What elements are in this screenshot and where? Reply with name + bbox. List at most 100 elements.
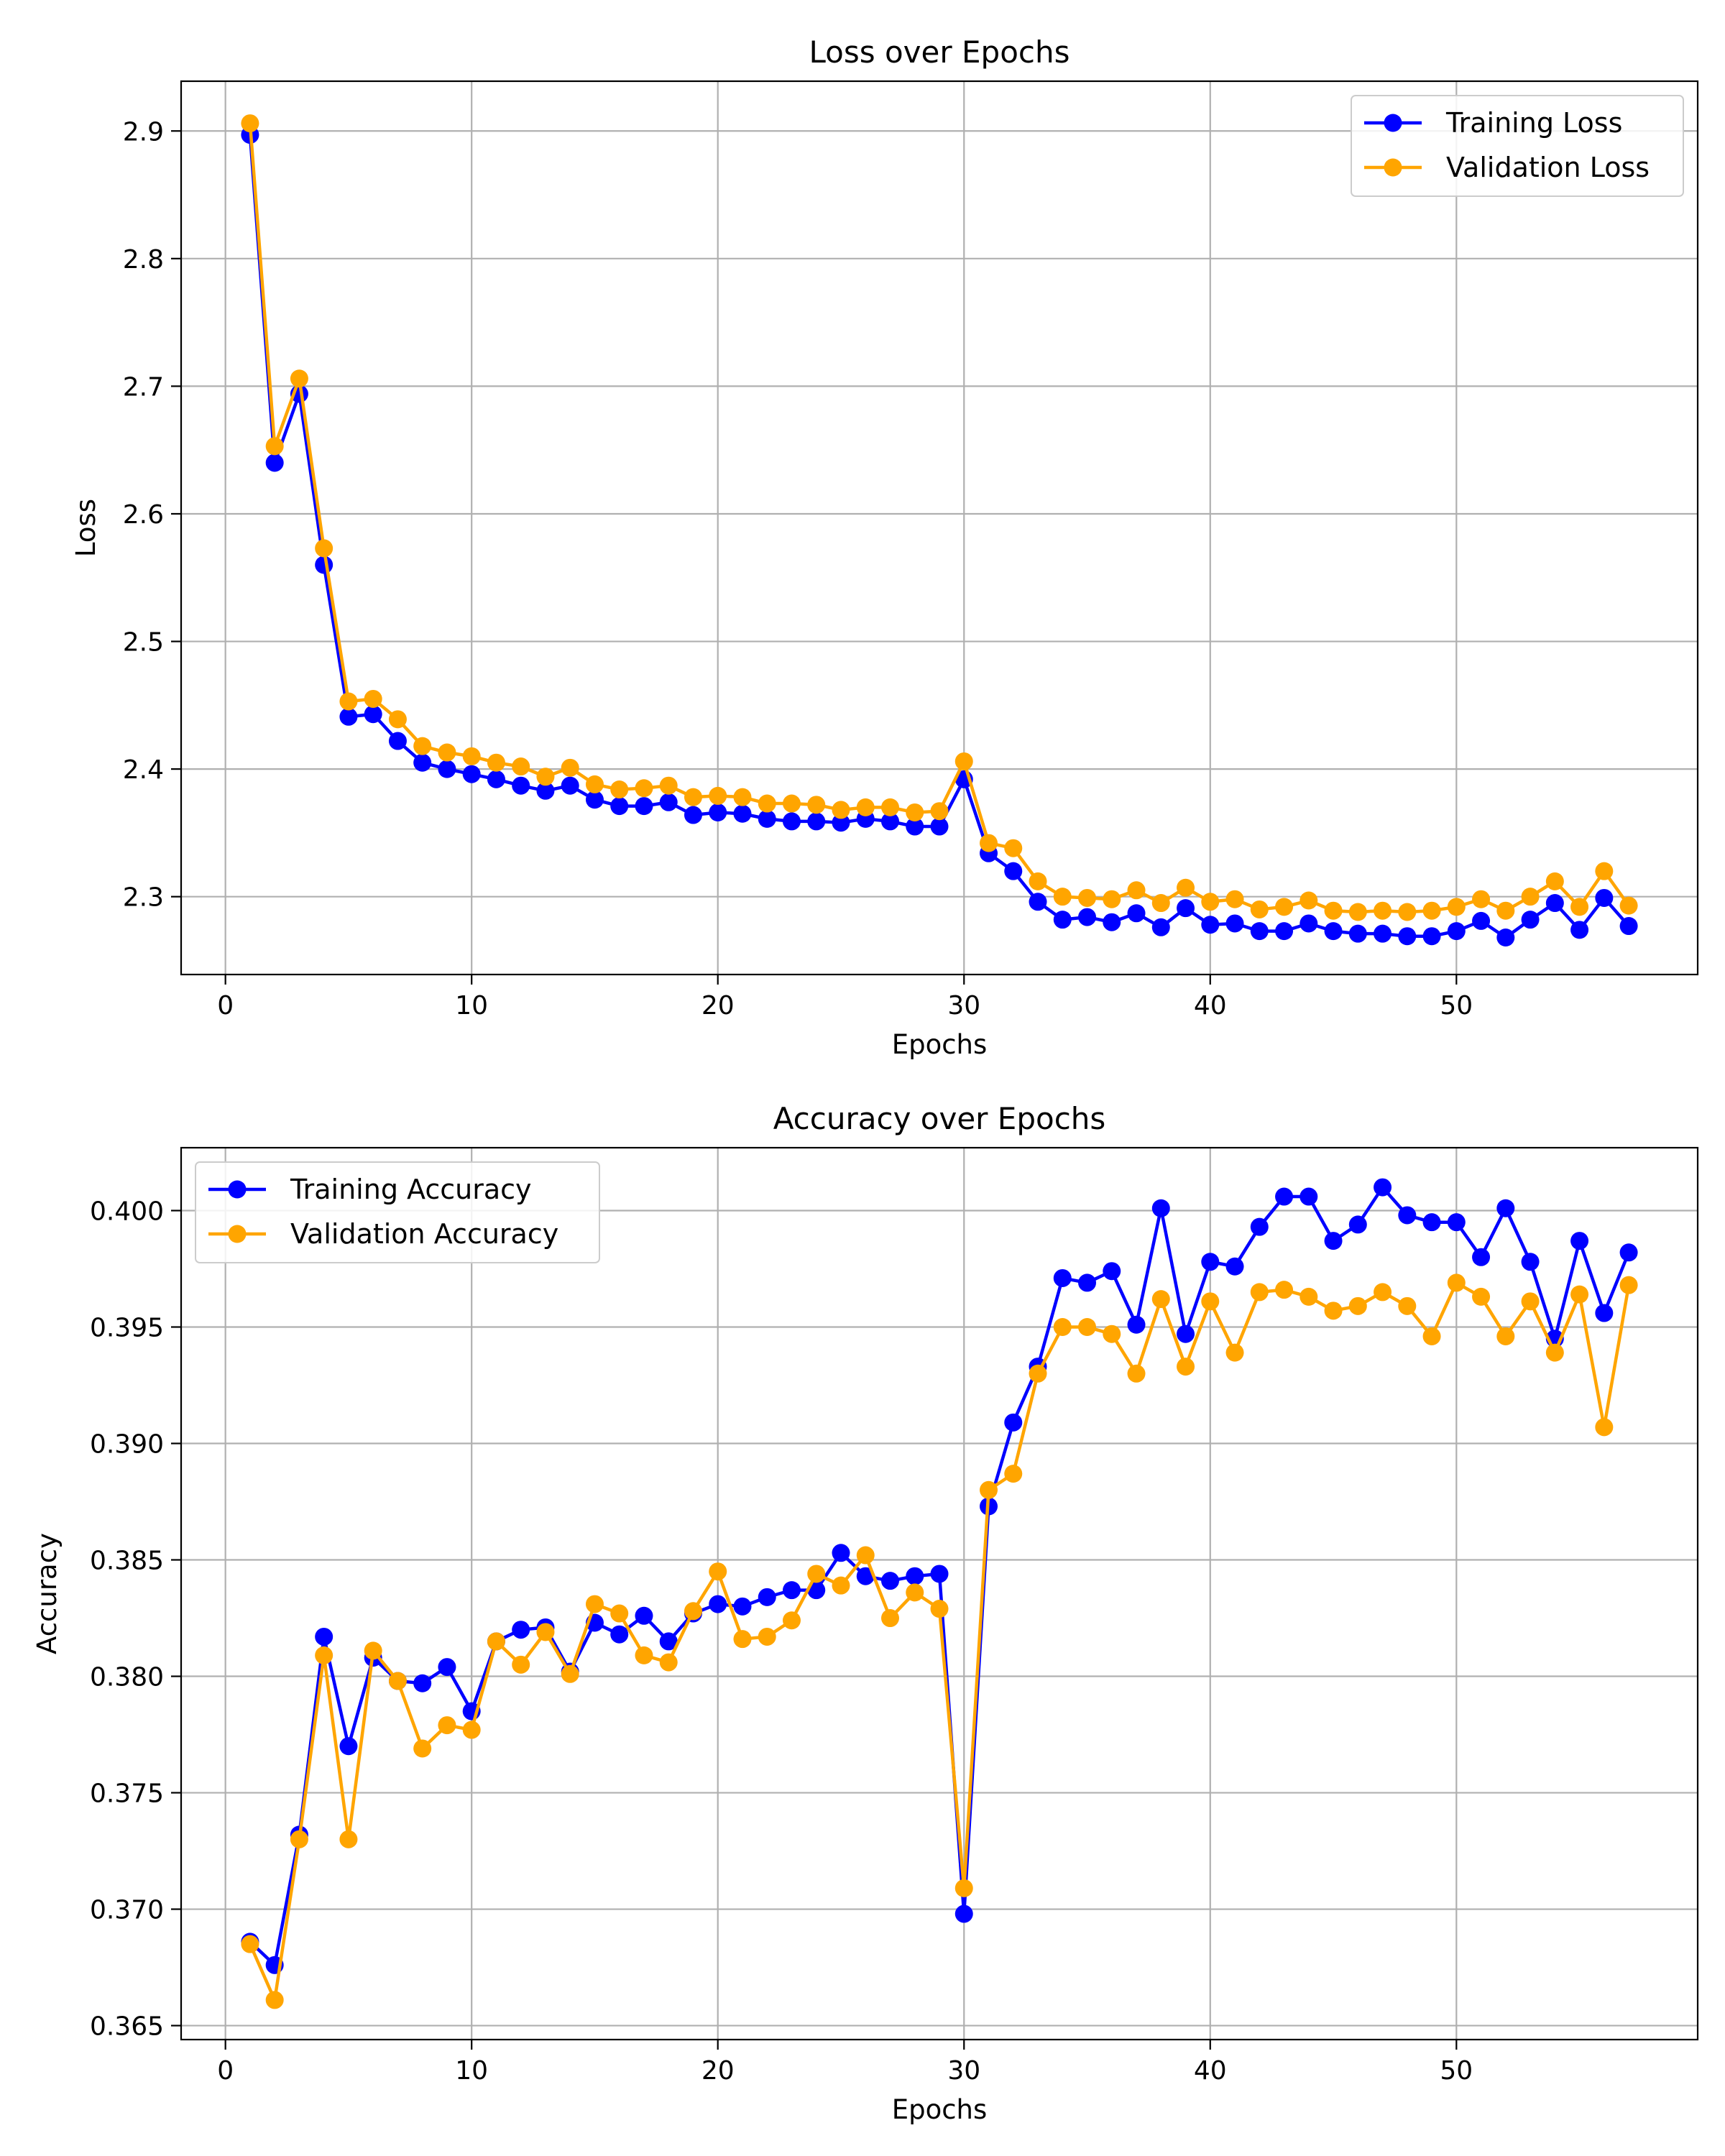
data-point: [1177, 1325, 1195, 1343]
data-point: [906, 803, 924, 821]
data-point: [1275, 922, 1294, 941]
y-tick-label: 2.9: [123, 117, 164, 147]
y-tick-label: 2.5: [123, 628, 164, 658]
data-point: [561, 1664, 579, 1683]
series-line-2: [248, 1281, 1631, 2002]
data-point: [659, 1632, 678, 1651]
data-point: [585, 775, 604, 793]
data-point: [1348, 924, 1367, 943]
y-axis-label: Loss: [70, 499, 101, 557]
data-point: [1029, 893, 1047, 911]
data-point: [758, 1627, 776, 1646]
x-tick-label: 30: [947, 2056, 980, 2086]
data-point: [782, 1581, 801, 1600]
data-point: [1177, 1358, 1195, 1376]
data-point: [1324, 1232, 1343, 1250]
data-point: [1496, 1199, 1515, 1217]
data-point: [1570, 921, 1589, 939]
data-point: [709, 786, 727, 805]
data-point: [1053, 888, 1072, 906]
x-tick-label: 40: [1194, 991, 1227, 1021]
y-tick-label: 2.3: [123, 883, 164, 913]
data-point: [1201, 916, 1220, 934]
data-point: [536, 781, 555, 800]
y-tick-label: 0.375: [90, 1779, 164, 1809]
data-point: [1324, 922, 1343, 941]
data-point: [1570, 1232, 1589, 1250]
data-point: [733, 1630, 752, 1649]
data-point: [1398, 927, 1417, 946]
data-point: [265, 1991, 284, 2009]
data-point: [1521, 1292, 1540, 1311]
data-point: [339, 692, 358, 711]
data-point: [1545, 894, 1564, 913]
axes-frame: [180, 80, 1699, 976]
data-point: [1127, 904, 1146, 923]
data-point: [1521, 888, 1540, 906]
chart-panel-2: Accuracy over Epochs 0 10 20 30 40 50 0.365 0.37…: [32, 1101, 1699, 2125]
data-point: [1570, 898, 1589, 916]
data-point: [1398, 1296, 1417, 1315]
x-tick-label: 40: [1194, 2056, 1227, 2086]
data-point: [1595, 862, 1614, 880]
data-point: [659, 776, 678, 795]
data-point: [635, 779, 653, 798]
data-point: [880, 812, 899, 831]
data-point: [1447, 1273, 1466, 1292]
data-point: [512, 776, 530, 795]
legend-label: Training Loss: [1445, 107, 1622, 139]
data-point: [265, 437, 284, 456]
data-point: [1004, 839, 1023, 857]
x-tick-label: 0: [217, 991, 234, 1021]
data-point: [1447, 1213, 1466, 1232]
data-point: [1053, 1317, 1072, 1336]
data-point: [1521, 911, 1540, 929]
data-point: [1496, 901, 1515, 920]
data-point: [1103, 1325, 1121, 1343]
data-point: [1201, 1292, 1220, 1311]
data-point: [462, 765, 481, 783]
data-point: [1225, 914, 1244, 933]
data-point: [561, 758, 579, 777]
data-point: [1324, 901, 1343, 920]
data-point: [1177, 878, 1195, 897]
data-point: [610, 780, 629, 799]
data-point: [1398, 903, 1417, 921]
data-point: [930, 817, 949, 836]
plot-area: [241, 1178, 1638, 2009]
data-point: [1422, 1213, 1441, 1232]
y-tick-label: 0.370: [90, 1896, 164, 1925]
data-point: [339, 1830, 358, 1848]
data-point: [388, 732, 407, 750]
y-tick-label: 0.385: [90, 1547, 164, 1576]
y-axis-label: Accuracy: [32, 1533, 63, 1654]
data-point: [709, 803, 727, 821]
data-point: [954, 752, 973, 770]
data-point: [906, 1567, 924, 1585]
x-tick-label: 10: [455, 2056, 488, 2086]
data-point: [1374, 1178, 1392, 1197]
x-tick-label: 10: [455, 991, 488, 1021]
data-point: [980, 834, 998, 852]
data-point: [1151, 1199, 1170, 1217]
data-point: [1619, 1276, 1638, 1294]
legend-label: Validation Loss: [1446, 152, 1650, 183]
data-point: [758, 794, 776, 813]
data-point: [1250, 1217, 1269, 1236]
data-point: [585, 791, 604, 809]
data-point: [462, 1720, 481, 1739]
legend: Training Accuracy Validation Accuracy: [195, 1161, 600, 1263]
data-point: [1300, 1187, 1318, 1206]
data-point: [1619, 1243, 1638, 1262]
y-tick-label: 0.390: [90, 1430, 164, 1460]
data-point: [536, 1623, 555, 1641]
data-point: [709, 1595, 727, 1613]
data-point: [1570, 1285, 1589, 1304]
data-point: [1053, 1268, 1072, 1287]
y-tick-label: 0.400: [90, 1197, 164, 1226]
data-point: [1447, 898, 1466, 916]
data-point: [1078, 888, 1097, 907]
x-tick-label: 20: [702, 991, 735, 1021]
data-point: [1300, 891, 1318, 910]
data-point: [980, 1480, 998, 1499]
